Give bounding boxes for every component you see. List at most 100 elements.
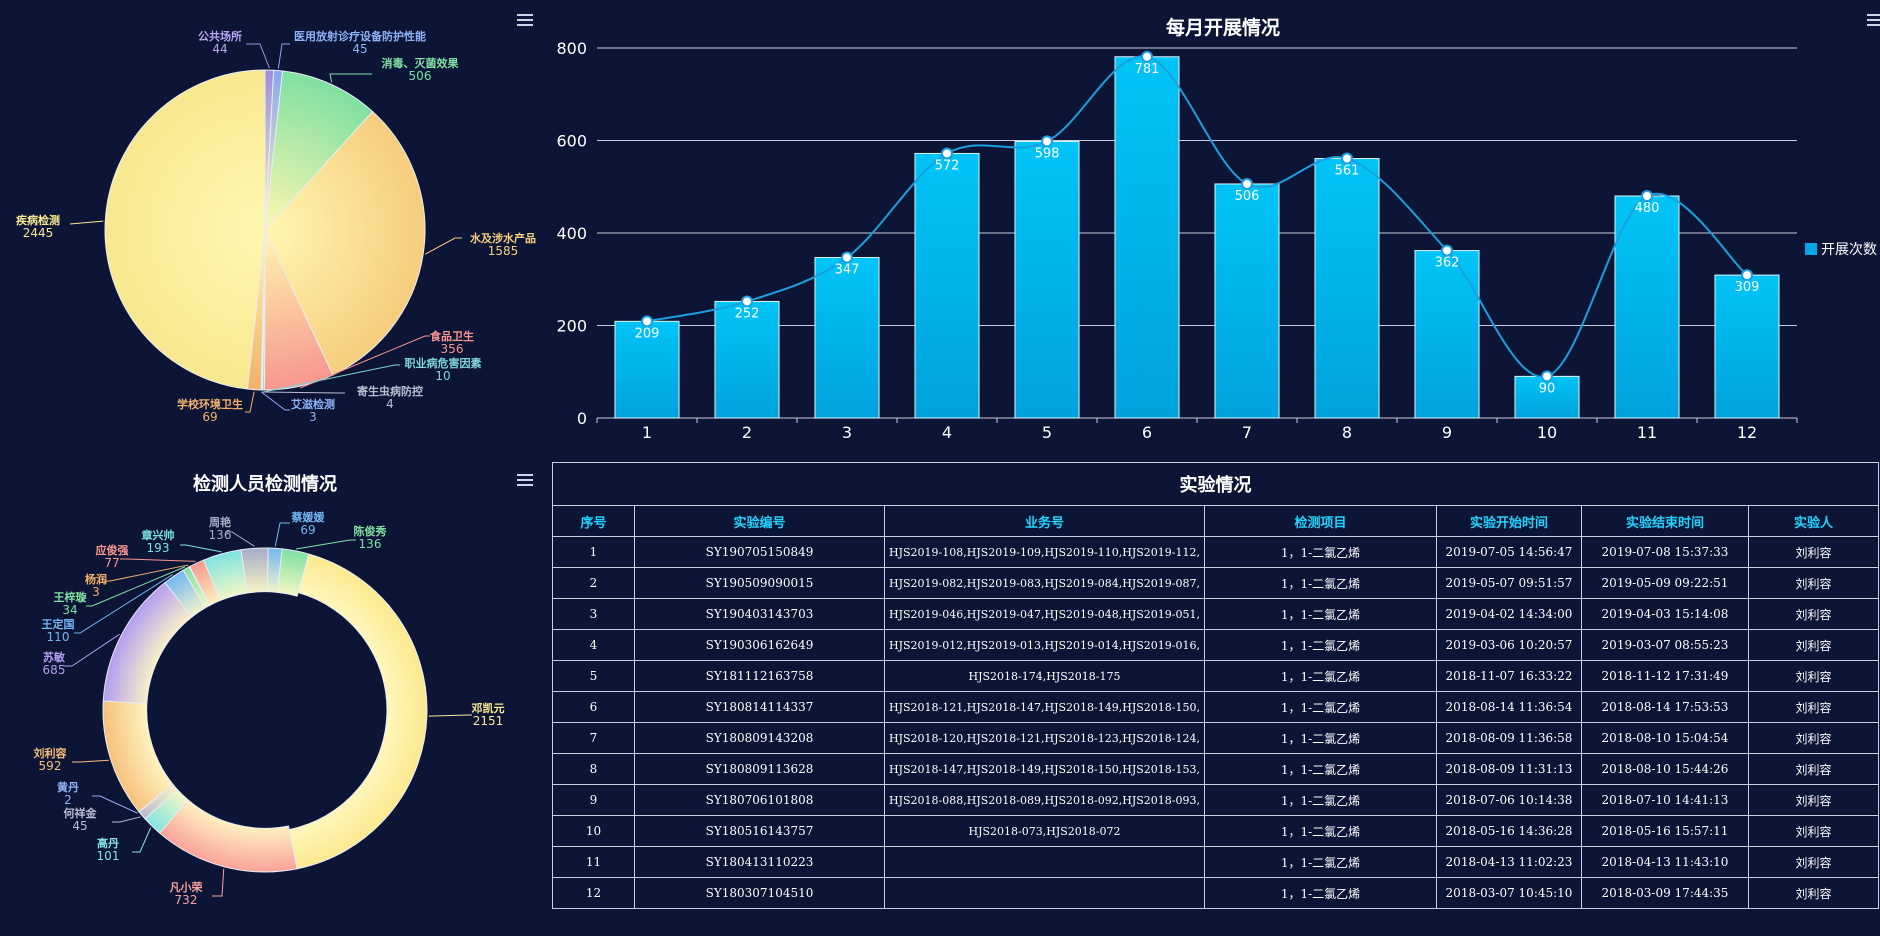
table-cell: SY180516143757 xyxy=(634,815,885,847)
data-label: 209 xyxy=(635,326,660,341)
slice-label: 凡小荣 xyxy=(170,880,204,894)
table-row[interactable]: 7 SY180809143208 HJS2018-120,HJS2018-121,H… xyxy=(552,722,1879,754)
table-cell: 2018-08-10 15:04:54 xyxy=(1581,722,1749,754)
table-cell: HJS2018-174,HJS2018-175 xyxy=(884,660,1205,692)
table-cell: SY190509090015 xyxy=(634,567,885,599)
bar xyxy=(1514,375,1580,419)
slice-value: 685 xyxy=(43,663,66,677)
bar xyxy=(1714,274,1780,419)
label-line xyxy=(92,795,138,814)
table-cell: 1，1-二氯乙烯 xyxy=(1204,598,1437,630)
table-row[interactable]: 5 SY181112163758 HJS2018-174,HJS2018-175 1，… xyxy=(552,660,1879,692)
table-row[interactable]: 6 SY180814114337 HJS2018-121,HJS2018-147,H… xyxy=(552,691,1879,723)
slice-value: 2151 xyxy=(473,714,504,728)
table-row[interactable]: 11 SY180413110223 1，1-二氯乙烯 2018-04-13 11:02… xyxy=(552,846,1879,878)
slice-label: 公共场所 xyxy=(198,29,242,43)
data-point xyxy=(1341,152,1353,165)
data-label: 480 xyxy=(1635,201,1660,216)
slice-value: 592 xyxy=(39,759,62,773)
table-cell: 1，1-二氯乙烯 xyxy=(1204,753,1437,785)
table-cell: 2019-03-07 08:55:23 xyxy=(1581,629,1749,661)
table-cell: 2019-05-07 09:51:57 xyxy=(1436,567,1582,599)
slice-label: 何祥金 xyxy=(64,806,98,820)
table-cell: HJS2019-046,HJS2019-047,HJS2019-048,HJS2… xyxy=(884,598,1205,630)
label-line xyxy=(86,566,186,607)
table-row[interactable]: 8 SY180809113628 HJS2018-147,HJS2018-149,H… xyxy=(552,753,1879,785)
table-cell: HJS2018-147,HJS2018-149,HJS2018-150,HJS2… xyxy=(884,753,1205,785)
table-cell: 2019-03-06 10:20:57 xyxy=(1436,629,1582,661)
label-line xyxy=(263,364,400,393)
hamburger-menu-icon[interactable] xyxy=(517,14,533,26)
experiment-table-panel: 实验情况 序号 实验编号 业务号 检测项目 实验开始时间 实验结束时间 实验人 1 SY190… xyxy=(552,462,1879,936)
table-cell: 1，1-二氯乙烯 xyxy=(1204,660,1437,692)
slice-label: 周艳 xyxy=(209,515,231,529)
table-cell: 1，1-二氯乙烯 xyxy=(1204,536,1437,568)
table-cell: SY180809113628 xyxy=(634,753,885,785)
table-cell: 2 xyxy=(552,567,635,599)
chart-title: 每月开展情况 xyxy=(1166,16,1280,39)
data-label: 506 xyxy=(1235,189,1260,204)
slice-label: 陈俊秀 xyxy=(354,524,387,538)
table-cell: 刘利容 xyxy=(1748,660,1879,692)
table-cell: 刘利容 xyxy=(1748,598,1879,630)
label-line xyxy=(69,220,104,225)
table-row[interactable]: 3 SY190403143703 HJS2019-046,HJS2019-047,H… xyxy=(552,598,1879,630)
x-tick-label: 5 xyxy=(1042,423,1052,442)
table-cell: 11 xyxy=(552,846,635,878)
table-cell: HJS2019-012,HJS2019-013,HJS2019-014,HJS2… xyxy=(884,629,1205,661)
table-row[interactable]: 2 SY190509090015 HJS2019-082,HJS2019-083,H… xyxy=(552,567,1879,599)
legend-label: 开展次数 xyxy=(1821,242,1877,258)
slice xyxy=(246,229,266,391)
table-row[interactable]: 10 SY180516143757 HJS2018-073,HJS2018-072 1… xyxy=(552,815,1879,847)
slice-value: 44 xyxy=(212,42,227,56)
label-line xyxy=(277,43,290,69)
label-line xyxy=(104,564,189,582)
hamburger-menu-icon[interactable] xyxy=(517,474,533,486)
table-row[interactable]: 1 SY190705150849 HJS2019-108,HJS2019-109,H… xyxy=(552,536,1879,568)
data-point xyxy=(1241,177,1253,190)
slice-label: 职业病危害因素 xyxy=(405,356,482,370)
experiment-table: 实验情况 序号 实验编号 业务号 检测项目 实验开始时间 实验结束时间 实验人 1 SY190… xyxy=(552,462,1879,909)
hamburger-menu-icon[interactable] xyxy=(1867,14,1880,26)
table-header-cell: 实验人 xyxy=(1748,505,1879,537)
table-row[interactable]: 4 SY190306162649 HJS2019-012,HJS2019-013,H… xyxy=(552,629,1879,661)
table-cell: HJS2018-073,HJS2018-072 xyxy=(884,815,1205,847)
label-line xyxy=(245,391,255,413)
table-row[interactable]: 9 SY180706101808 HJS2018-088,HJS2018-089,H… xyxy=(552,784,1879,816)
table-row[interactable]: 12 SY180307104510 1，1-二氯乙烯 2018-03-07 10:45… xyxy=(552,877,1879,909)
data-point xyxy=(841,251,853,264)
bar xyxy=(714,300,780,419)
table-cell: 2018-05-16 14:36:28 xyxy=(1436,815,1582,847)
label-line xyxy=(212,868,225,897)
label-line xyxy=(112,816,141,823)
slice-value: 193 xyxy=(147,541,170,555)
slice xyxy=(104,69,266,390)
table-cell: 刘利容 xyxy=(1748,784,1879,816)
label-line xyxy=(180,544,222,553)
label-line xyxy=(274,522,290,547)
bar xyxy=(1014,140,1080,419)
table-cell: 5 xyxy=(552,660,635,692)
table-cell: SY190403143703 xyxy=(634,598,885,630)
y-tick-label: 200 xyxy=(556,317,587,336)
table-cell: 9 xyxy=(552,784,635,816)
y-tick-label: 400 xyxy=(556,224,587,243)
slice-label: 邓凯元 xyxy=(472,701,505,715)
table-cell: 刘利容 xyxy=(1748,536,1879,568)
label-line xyxy=(295,539,356,550)
category-pie-panel: 疾病检测 2445 公共场所 44 医用放射诊疗设备防护性能 45 消毒、灭菌效果 506 水及… xyxy=(0,0,545,460)
table-cell: 8 xyxy=(552,753,635,785)
table-cell: 刘利容 xyxy=(1748,877,1879,909)
series-line xyxy=(646,55,1748,378)
data-label: 252 xyxy=(735,306,760,321)
table-header-cell: 实验编号 xyxy=(634,505,885,537)
chart-title: 检测人员检测情况 xyxy=(193,473,337,495)
slice-label: 杨润 xyxy=(85,572,107,586)
label-line xyxy=(74,574,173,634)
table-cell xyxy=(884,846,1205,878)
table-cell: 7 xyxy=(552,722,635,754)
data-label: 309 xyxy=(1735,280,1760,295)
data-label: 572 xyxy=(935,158,960,173)
